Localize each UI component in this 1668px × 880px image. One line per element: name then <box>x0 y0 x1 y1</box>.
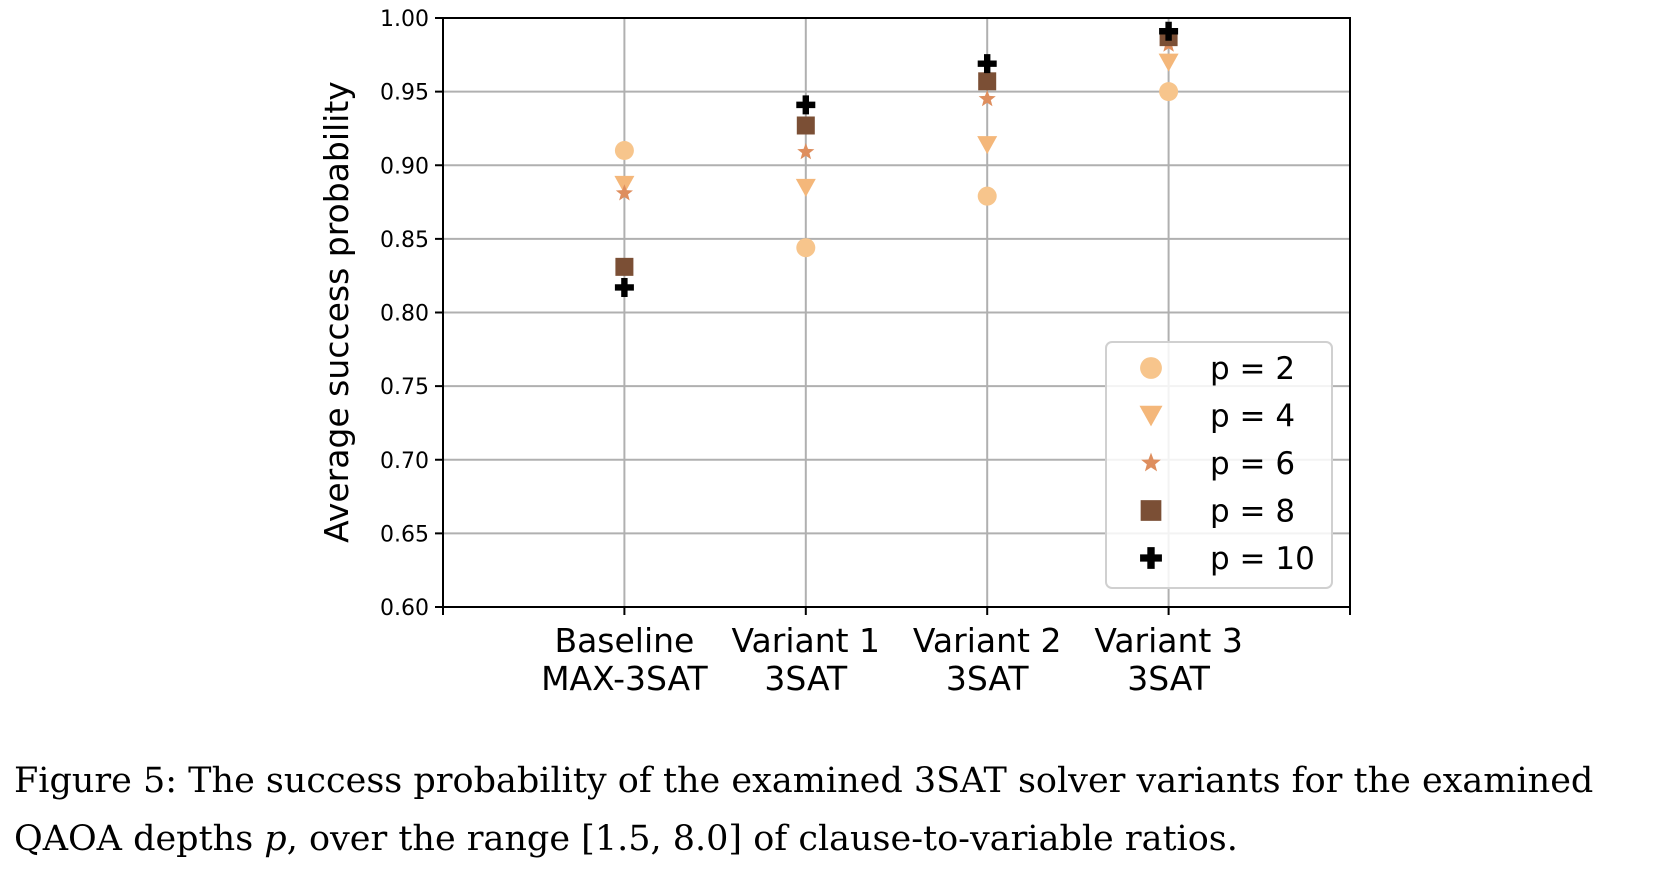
y-tick-label: 0.80 <box>380 302 429 327</box>
legend-frame <box>1105 341 1333 589</box>
x-tick-label: 3SAT <box>946 659 1030 698</box>
data-point-star-series-3 <box>978 89 996 107</box>
y-tick-label: 0.95 <box>380 81 429 106</box>
y-tick-label: 0.70 <box>380 449 429 474</box>
legend-marker-plus <box>1140 547 1162 569</box>
y-tick-label: 0.75 <box>380 375 429 400</box>
data-point-circle-series-1 <box>1159 82 1179 102</box>
data-markers <box>614 21 1179 297</box>
caption-line-2: QAOA depths p, over the range [1.5, 8.0]… <box>14 810 1664 868</box>
data-point-star-series-3 <box>615 184 633 201</box>
caption-line-1: Figure 5: The success probability of the… <box>14 761 1594 801</box>
y-tick-label: 1.00 <box>380 7 429 32</box>
legend-label: p = 6 <box>1210 446 1295 482</box>
data-point-star-series-3 <box>797 143 815 160</box>
x-tick-label: Variant 3 <box>1094 621 1243 660</box>
data-point-circle-series-1 <box>614 141 634 161</box>
data-point-square-series-4 <box>615 257 634 276</box>
legend-label: p = 2 <box>1210 351 1295 387</box>
x-tick-label: Variant 1 <box>732 621 881 660</box>
data-point-plus-series-5 <box>977 54 997 74</box>
legend-marker-square <box>1140 500 1162 521</box>
legend-label: p = 10 <box>1210 541 1315 577</box>
data-point-triangle-down-series-2 <box>977 136 998 155</box>
caption-depth-variable: p <box>264 819 287 859</box>
y-tick-label: 0.85 <box>380 228 429 253</box>
legend-marker-triangle-down <box>1139 405 1163 427</box>
legend-marker-circle <box>1140 357 1162 379</box>
data-point-circle-series-1 <box>796 238 816 258</box>
data-point-plus-series-5 <box>796 95 816 115</box>
legend-entries: p = 2 p = 4 p = 6 p = 8 p = 10 <box>1139 351 1315 577</box>
data-point-triangle-down-series-2 <box>1158 53 1179 72</box>
x-tick-label: Variant 2 <box>913 621 1062 660</box>
data-point-circle-series-1 <box>977 186 997 206</box>
caption-line-2-suffix: , over the range [1.5, 8.0] of clause-to… <box>286 819 1238 859</box>
y-axis-ticks: 0.60 0.65 0.70 0.75 0.80 0.85 0.90 0.95 1.00 <box>380 7 443 621</box>
y-axis-label: Average success probability <box>317 81 356 543</box>
x-tick-label: MAX-3SAT <box>541 659 708 698</box>
y-tick-label: 0.60 <box>380 596 429 621</box>
x-tick-label: 3SAT <box>764 659 848 698</box>
y-tick-label: 0.65 <box>380 522 429 547</box>
figure-caption: Figure 5: The success probability of the… <box>14 752 1664 868</box>
data-point-plus-series-5 <box>614 277 634 297</box>
data-point-square-series-4 <box>796 116 815 135</box>
caption-line-2-prefix: QAOA depths <box>14 819 265 859</box>
legend: p = 2 p = 4 p = 6 p = 8 p = 10 <box>1105 341 1333 589</box>
legend-label: p = 4 <box>1210 399 1295 435</box>
legend-marker-star <box>1141 452 1161 472</box>
data-point-square-series-4 <box>978 72 997 91</box>
data-point-triangle-down-series-2 <box>795 178 816 197</box>
data-point-plus-series-5 <box>1159 21 1179 41</box>
y-tick-label: 0.90 <box>380 154 429 179</box>
x-tick-label: Baseline <box>554 621 694 660</box>
legend-label: p = 8 <box>1210 494 1295 530</box>
x-tick-label: 3SAT <box>1127 659 1211 698</box>
